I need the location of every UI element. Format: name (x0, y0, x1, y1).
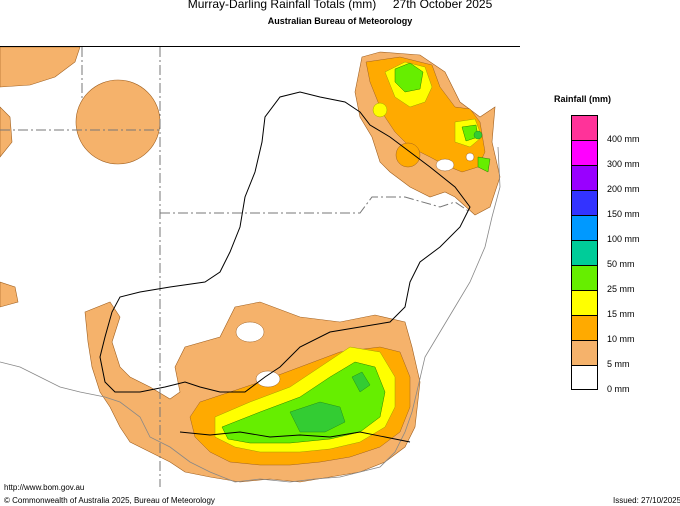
legend-swatch (571, 115, 598, 140)
legend-item: 25 mm (571, 265, 666, 294)
footer-copyright: © Commonwealth of Australia 2025, Bureau… (4, 496, 215, 505)
legend-label: 100 mm (607, 234, 640, 244)
legend-label: 50 mm (607, 259, 635, 269)
legend-item: 10 mm (571, 315, 666, 344)
rainfall-map (0, 46, 520, 487)
legend-label: 400 mm (607, 134, 640, 144)
legend-label: 150 mm (607, 209, 640, 219)
map-subtitle: Australian Bureau of Meteorology (267, 16, 413, 26)
map-title: Murray-Darling Rainfall Totals (mm) 27th… (187, 0, 493, 11)
legend-swatch (571, 215, 598, 240)
legend-label: 0 mm (607, 384, 630, 394)
legend-swatch (571, 365, 598, 390)
basin-boundary (99, 91, 471, 393)
vic-nsw-border (179, 431, 411, 443)
legend-swatch (571, 240, 598, 265)
legend-swatch (571, 315, 598, 340)
state-borders (0, 47, 471, 487)
legend-swatch (571, 140, 598, 165)
legend-item: 0 mm (571, 365, 666, 394)
legend-title: Rainfall (mm) (554, 94, 612, 104)
legend-swatch (571, 265, 598, 290)
footer-url: http://www.bom.gov.au (4, 483, 85, 492)
footer-issued: Issued: 27/10/2025 (613, 496, 680, 505)
legend-item: 5 mm (571, 340, 666, 369)
legend-label: 15 mm (607, 309, 635, 319)
legend-swatch (571, 340, 598, 365)
legend-item: 300 mm (571, 140, 666, 169)
legend-label: 300 mm (607, 159, 640, 169)
legend-swatch (571, 165, 598, 190)
rain-25mm-areas (289, 130, 483, 433)
legend-label: 5 mm (607, 359, 630, 369)
legend-swatch (571, 290, 598, 315)
legend-item: 15 mm (571, 290, 666, 319)
rain-15mm-areas (221, 62, 491, 444)
dry-areas (235, 152, 475, 388)
legend-label: 25 mm (607, 284, 635, 294)
legend-item: 150 mm (571, 190, 666, 219)
legend-item: 100 mm (571, 215, 666, 244)
coastline (0, 146, 501, 483)
legend-item: 400 mm (571, 115, 666, 144)
legend-item: 200 mm (571, 165, 666, 194)
legend-label: 200 mm (607, 184, 640, 194)
legend-label: 10 mm (607, 334, 635, 344)
legend-swatch (571, 190, 598, 215)
legend: 400 mm 300 mm 200 mm 150 mm 100 mm 50 mm… (571, 115, 666, 394)
legend-item: 50 mm (571, 240, 666, 269)
